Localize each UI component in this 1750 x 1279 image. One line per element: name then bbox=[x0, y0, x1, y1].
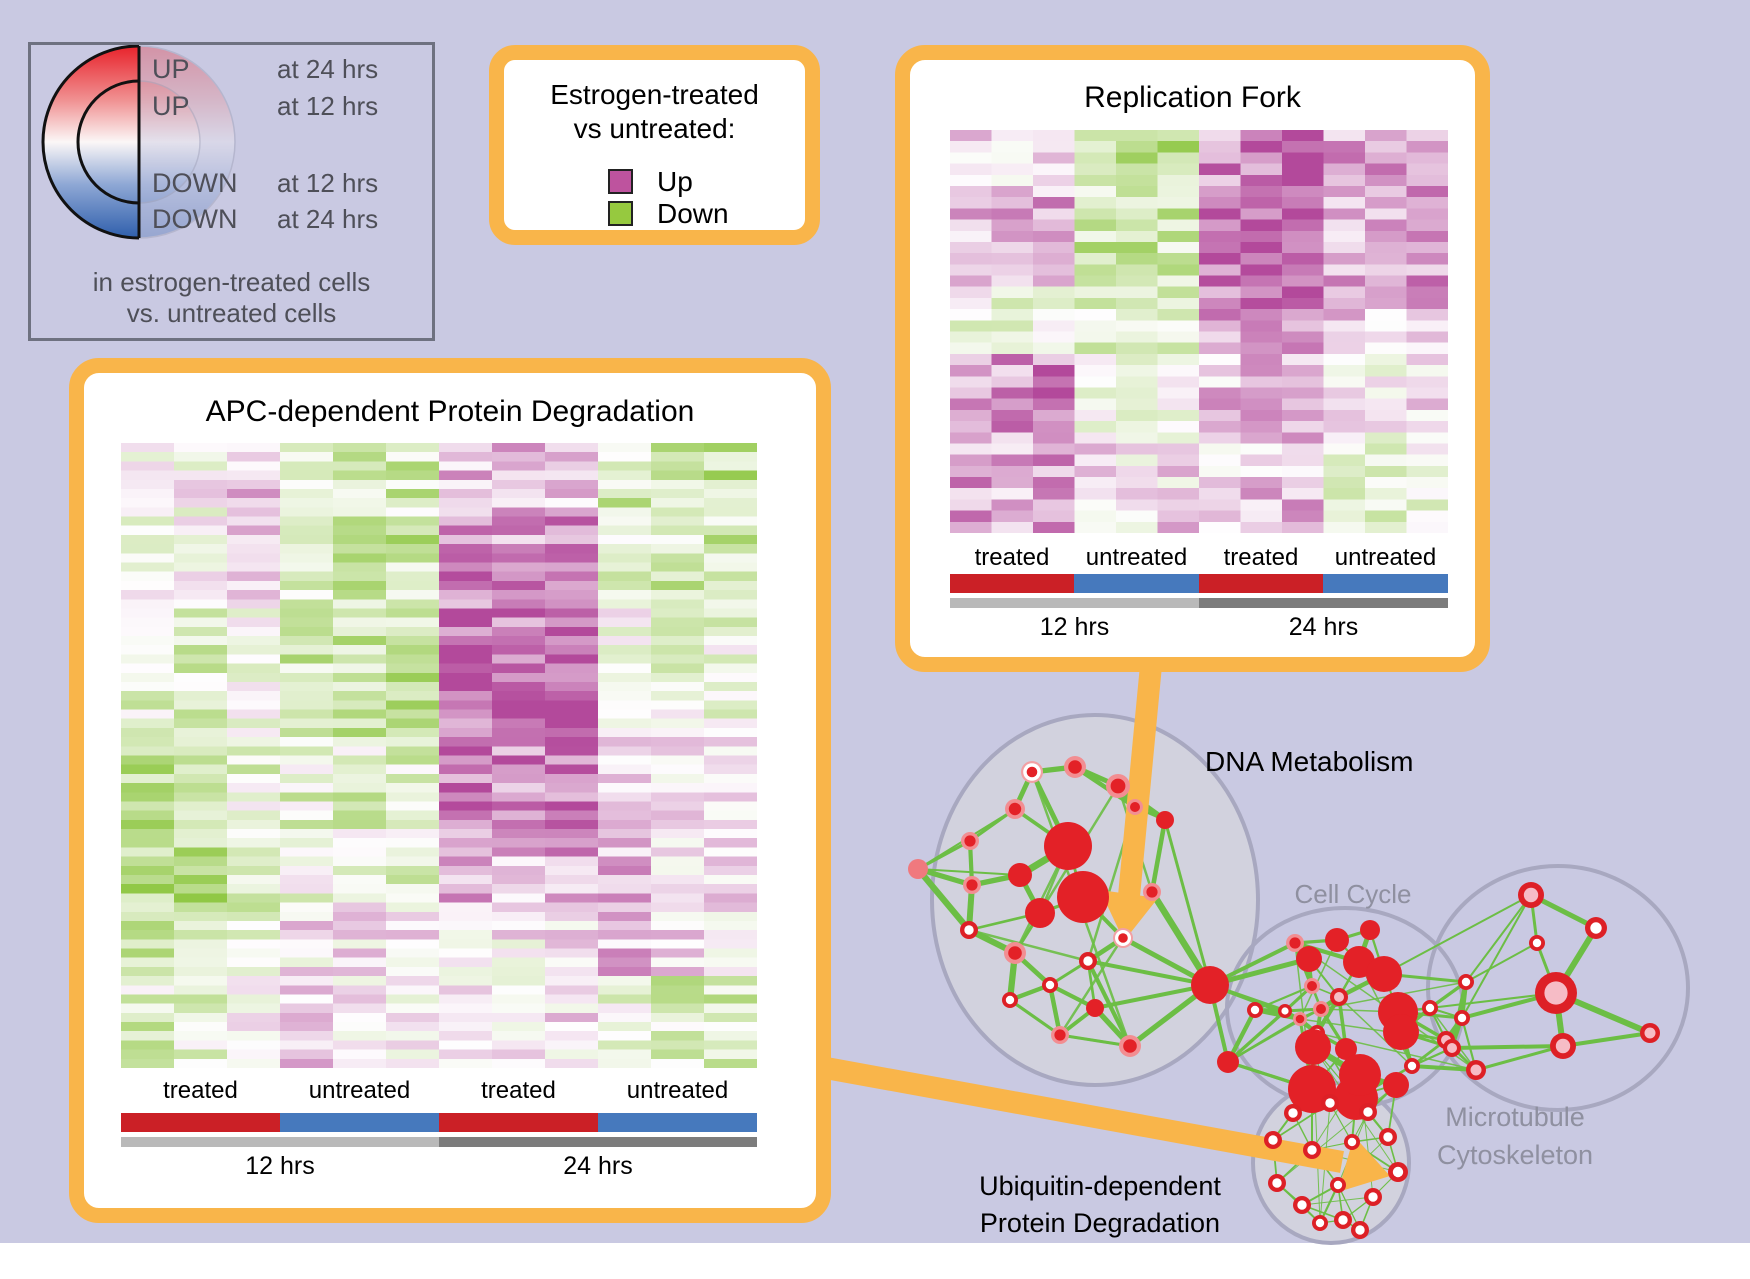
ring-footer-line2: vs. untreated cells bbox=[126, 298, 337, 328]
ring-time-12-inner: at 12 hrs bbox=[277, 91, 379, 121]
rf-panel-title: Replication Fork bbox=[1084, 81, 1301, 114]
down-swatch bbox=[608, 201, 633, 226]
ring-footer-line1: in estrogen-treated cells bbox=[92, 267, 371, 297]
ring-label-up-outer: UP bbox=[152, 54, 190, 84]
rf-untreated-bar-24 bbox=[1323, 574, 1448, 593]
apc-degradation-panel: APC-dependent Protein Degradation treate… bbox=[69, 358, 831, 1223]
apc-time-12hrs: 12 hrs bbox=[245, 1152, 315, 1180]
ring-time-12-down: at 12 hrs bbox=[277, 168, 379, 198]
cluster-label-dna-metabolism: DNA Metabolism bbox=[1205, 746, 1414, 777]
apc-24hrs-bar bbox=[439, 1137, 757, 1147]
ring-color-legend: UP UP DOWN DOWN at 24 hrs at 12 hrs at 1… bbox=[28, 42, 435, 341]
rf-treated-bar-24 bbox=[1199, 574, 1323, 593]
cluster-label-ubiquitin-degradation: Ubiquitin-dependent Protein Degradation bbox=[940, 1168, 1260, 1242]
apc-group-treated-12: treated bbox=[163, 1077, 238, 1104]
apc-panel-title: APC-dependent Protein Degradation bbox=[205, 395, 695, 428]
up-down-ring-icon bbox=[41, 44, 236, 240]
rf-group-treated-12: treated bbox=[974, 544, 1050, 571]
ring-time-24-outer: at 24 hrs bbox=[277, 54, 379, 84]
apc-heatmap bbox=[121, 443, 757, 1068]
estrogen-legend-title-line2: vs untreated: bbox=[573, 113, 736, 144]
rf-group-treated-24: treated bbox=[1223, 544, 1299, 571]
rf-untreated-bar-12 bbox=[1074, 574, 1199, 593]
microtubule-label-line1: Microtubule bbox=[1445, 1102, 1585, 1132]
microtubule-label-line2: Cytoskeleton bbox=[1436, 1140, 1594, 1170]
ubiquitin-label-line1: Ubiquitin-dependent bbox=[979, 1171, 1221, 1201]
rf-group-untreated-24: untreated bbox=[1334, 544, 1437, 571]
rf-treated-bar-12 bbox=[950, 574, 1074, 593]
apc-treated-bar-12 bbox=[121, 1113, 280, 1132]
ring-label-down-inner: DOWN bbox=[152, 168, 238, 198]
rf-heatmap bbox=[950, 130, 1448, 533]
estrogen-legend: Estrogen-treated vs untreated: Up Down bbox=[489, 45, 820, 245]
apc-treated-bar-24 bbox=[439, 1113, 598, 1132]
down-swatch-label: Down bbox=[657, 198, 729, 229]
rf-time-24hrs: 24 hrs bbox=[1288, 613, 1359, 641]
rf-group-untreated-12: untreated bbox=[1085, 544, 1188, 571]
cluster-label-cell-cycle: Cell Cycle bbox=[1294, 879, 1412, 909]
rf-time-12hrs: 12 hrs bbox=[1039, 613, 1110, 641]
cluster-label-microtubule-cytoskeleton: Microtubule Cytoskeleton bbox=[1375, 1098, 1655, 1174]
apc-time-24hrs: 24 hrs bbox=[563, 1152, 633, 1180]
ring-label-down-outer: DOWN bbox=[152, 204, 238, 234]
apc-untreated-bar-24 bbox=[598, 1113, 757, 1132]
apc-group-treated-24: treated bbox=[481, 1077, 556, 1104]
up-swatch bbox=[608, 169, 633, 194]
rf-24hrs-bar bbox=[1199, 598, 1448, 608]
apc-12hrs-bar bbox=[121, 1137, 439, 1147]
up-swatch-label: Up bbox=[657, 166, 693, 197]
replication-fork-panel: Replication Fork treated untreated treat… bbox=[895, 45, 1490, 672]
ring-label-up-inner: UP bbox=[152, 91, 190, 121]
apc-group-untreated-24: untreated bbox=[626, 1077, 729, 1104]
estrogen-legend-title-line1: Estrogen-treated bbox=[550, 79, 759, 110]
ring-time-24-down: at 24 hrs bbox=[277, 204, 379, 234]
apc-group-untreated-12: untreated bbox=[308, 1077, 411, 1104]
rf-12hrs-bar bbox=[950, 598, 1199, 608]
apc-untreated-bar-12 bbox=[280, 1113, 439, 1132]
bottom-margin bbox=[0, 1243, 1750, 1279]
ubiquitin-label-line2: Protein Degradation bbox=[979, 1208, 1221, 1238]
